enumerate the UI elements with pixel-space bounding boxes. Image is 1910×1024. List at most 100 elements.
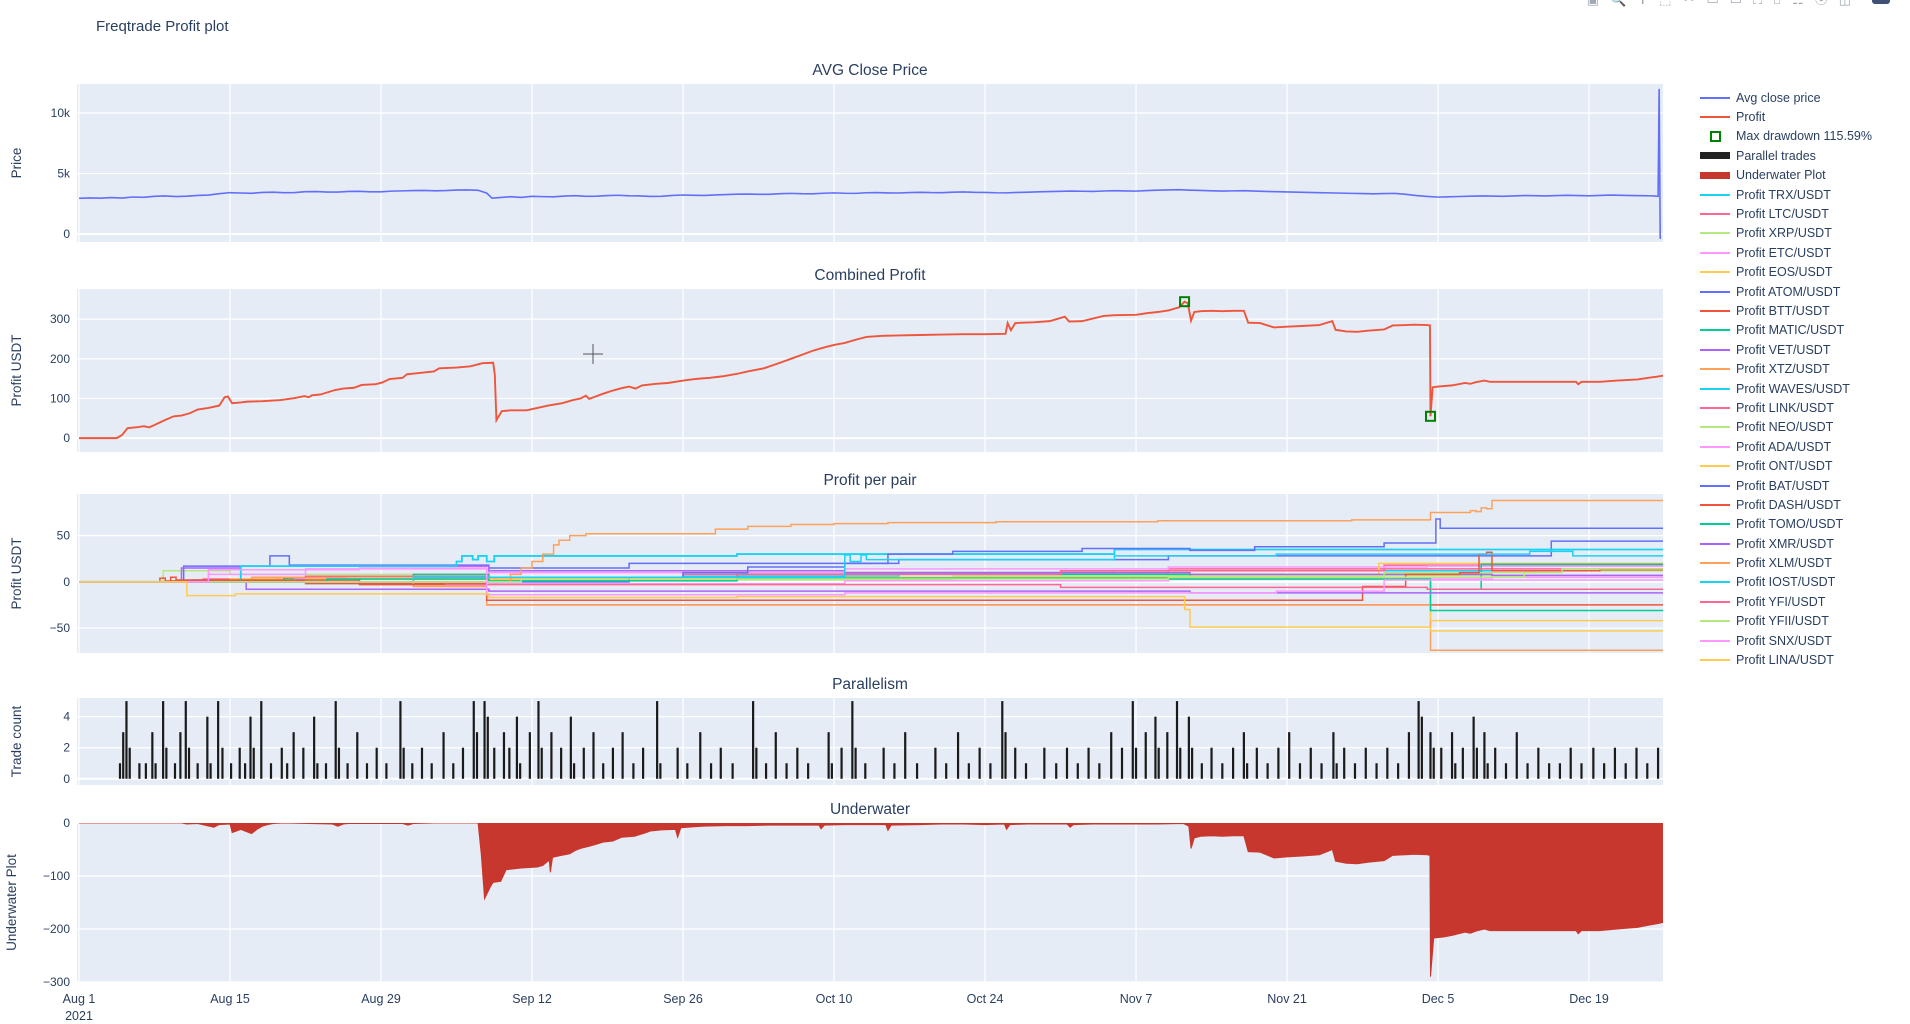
hover-compare-icon[interactable]: ◫ bbox=[1839, 0, 1851, 9]
plot-content-underwater bbox=[79, 823, 1663, 977]
plotly-logo[interactable]: ~ bbox=[1872, 0, 1890, 4]
cursor-crosshair bbox=[583, 344, 603, 364]
legend-item-underwater-plot[interactable]: Underwater Plot bbox=[1700, 166, 1872, 185]
legend-item-profit-ltc-usdt[interactable]: Profit LTC/USDT bbox=[1700, 204, 1872, 223]
y-axis-title-avg_close: Price bbox=[9, 148, 24, 179]
legend-item-profit-tomo-usdt[interactable]: Profit TOMO/USDT bbox=[1700, 515, 1872, 534]
x-tick-label: Oct 24 bbox=[967, 992, 1004, 1006]
trade-count-bar bbox=[1432, 747, 1435, 779]
legend-item-max-drawdown-115-59-[interactable]: Max drawdown 115.59% bbox=[1700, 127, 1872, 146]
x-tick-label: Nov 7 bbox=[1120, 992, 1153, 1006]
trade-count-bar bbox=[602, 763, 605, 779]
trade-count-bar bbox=[1504, 763, 1508, 779]
legend-item-profit-yfii-usdt[interactable]: Profit YFII/USDT bbox=[1700, 612, 1872, 631]
trade-count-bar bbox=[656, 701, 659, 779]
y-tick-label: −300 bbox=[43, 975, 70, 989]
legend-label: Profit XRP/USDT bbox=[1736, 226, 1832, 241]
line-swatch-icon bbox=[1700, 639, 1730, 642]
lasso-select-icon[interactable]: 〰 bbox=[1682, 0, 1695, 9]
trade-count-bar bbox=[1179, 747, 1182, 779]
underwater-area bbox=[79, 823, 1663, 977]
legend-item-profit-xrp-usdt[interactable]: Profit XRP/USDT bbox=[1700, 224, 1872, 243]
legend-item-profit-xtz-usdt[interactable]: Profit XTZ/USDT bbox=[1700, 359, 1872, 378]
legend-item-profit-dash-usdt[interactable]: Profit DASH/USDT bbox=[1700, 495, 1872, 514]
reset-axes-icon[interactable]: ⌂ bbox=[1773, 0, 1781, 9]
trade-count-bar bbox=[1242, 732, 1245, 779]
trade-count-bar bbox=[785, 763, 788, 779]
autoscale-icon[interactable]: ⛶ bbox=[1753, 0, 1762, 9]
legend-item-profit-trx-usdt[interactable]: Profit TRX/USDT bbox=[1700, 185, 1872, 204]
max-drawdown-marker bbox=[1424, 410, 1436, 422]
legend-item-profit-eos-usdt[interactable]: Profit EOS/USDT bbox=[1700, 263, 1872, 282]
legend-item-profit-lina-usdt[interactable]: Profit LINA/USDT bbox=[1700, 650, 1872, 669]
legend-label: Profit SNX/USDT bbox=[1736, 633, 1832, 648]
x-tick-label: Sep 12 bbox=[512, 992, 552, 1006]
legend-item-profit-waves-usdt[interactable]: Profit WAVES/USDT bbox=[1700, 379, 1872, 398]
trade-count-bar bbox=[840, 747, 843, 779]
trade-count-bar bbox=[316, 763, 319, 779]
legend-label: Profit WAVES/USDT bbox=[1736, 381, 1850, 396]
trade-count-bar bbox=[356, 732, 359, 779]
line-swatch-icon bbox=[1700, 96, 1730, 99]
hover-closest-icon[interactable]: ⦿ bbox=[1815, 0, 1828, 9]
legend-item-profit-btt-usdt[interactable]: Profit BTT/USDT bbox=[1700, 301, 1872, 320]
legend-item-profit-ada-usdt[interactable]: Profit ADA/USDT bbox=[1700, 437, 1872, 456]
plot-drag-area-avg_close[interactable] bbox=[77, 84, 1663, 242]
legend-item-parallel-trades[interactable]: Parallel trades bbox=[1700, 146, 1872, 165]
trade-count-bar bbox=[1526, 763, 1529, 779]
subplot-title-underwater: Underwater bbox=[830, 801, 910, 818]
pan-icon[interactable]: ✛ bbox=[1637, 0, 1648, 9]
legend-item-profit-snx-usdt[interactable]: Profit SNX/USDT bbox=[1700, 631, 1872, 650]
trade-count-bar bbox=[550, 732, 553, 779]
legend-item-profit-vet-usdt[interactable]: Profit VET/USDT bbox=[1700, 340, 1872, 359]
legend-item-profit-yfi-usdt[interactable]: Profit YFI/USDT bbox=[1700, 592, 1872, 611]
legend-item-profit[interactable]: Profit bbox=[1700, 107, 1872, 126]
x-tick-sublabel: 2021 bbox=[65, 1009, 93, 1023]
subplot-title-combined_profit: Combined Profit bbox=[814, 267, 926, 284]
trade-count-bar bbox=[472, 701, 475, 779]
trade-count-bar bbox=[508, 747, 511, 779]
camera-icon[interactable]: ▣ bbox=[1587, 0, 1599, 9]
legend-label: Profit LINK/USDT bbox=[1736, 400, 1834, 415]
plot-drag-area-combined_profit[interactable] bbox=[77, 289, 1663, 452]
series-dash-usdt bbox=[79, 551, 1663, 602]
legend-label: Underwater Plot bbox=[1736, 168, 1826, 183]
legend-item-profit-xlm-usdt[interactable]: Profit XLM/USDT bbox=[1700, 553, 1872, 572]
y-tick-label: 10k bbox=[51, 106, 71, 120]
legend-item-profit-etc-usdt[interactable]: Profit ETC/USDT bbox=[1700, 243, 1872, 262]
trade-count-bar bbox=[483, 701, 486, 779]
line-swatch-icon bbox=[1700, 232, 1730, 235]
legend-item-avg-close-price[interactable]: Avg close price bbox=[1700, 88, 1872, 107]
legend-item-profit-iost-usdt[interactable]: Profit IOST/USDT bbox=[1700, 573, 1872, 592]
x-tick-label: Nov 21 bbox=[1267, 992, 1307, 1006]
box-select-icon[interactable]: ⬚ bbox=[1659, 0, 1671, 9]
trade-count-bar bbox=[1375, 763, 1378, 779]
trade-count-bar bbox=[313, 716, 316, 779]
legend-label: Profit ETC/USDT bbox=[1736, 245, 1832, 260]
legend-item-profit-bat-usdt[interactable]: Profit BAT/USDT bbox=[1700, 476, 1872, 495]
legend-item-profit-xmr-usdt[interactable]: Profit XMR/USDT bbox=[1700, 534, 1872, 553]
zoom-in-icon[interactable]: ▭ bbox=[1706, 0, 1718, 9]
legend-item-profit-ont-usdt[interactable]: Profit ONT/USDT bbox=[1700, 456, 1872, 475]
zoom-icon[interactable]: 🔍 bbox=[1610, 0, 1626, 9]
legend-item-profit-atom-usdt[interactable]: Profit ATOM/USDT bbox=[1700, 282, 1872, 301]
y-axis-title-profit_per_pair: Profit USDT bbox=[9, 537, 24, 609]
zoom-out-icon[interactable]: ▭ bbox=[1730, 0, 1742, 9]
trade-count-bar bbox=[144, 763, 147, 779]
trade-count-bar bbox=[1004, 732, 1007, 779]
legend-label: Profit BAT/USDT bbox=[1736, 478, 1830, 493]
trade-count-bar bbox=[1558, 763, 1562, 779]
legend-item-profit-matic-usdt[interactable]: Profit MATIC/USDT bbox=[1700, 321, 1872, 340]
legend-label: Profit DASH/USDT bbox=[1736, 497, 1841, 512]
y-axis-title-combined_profit: Profit USDT bbox=[9, 334, 24, 406]
trade-count-bar bbox=[582, 747, 585, 779]
trade-count-bar bbox=[260, 701, 263, 779]
y-tick-label: 0 bbox=[63, 575, 70, 589]
square-open-swatch-icon bbox=[1700, 130, 1730, 142]
spikelines-icon[interactable]: ☷ bbox=[1792, 0, 1804, 9]
plot-drag-area-profit_per_pair[interactable] bbox=[77, 494, 1663, 653]
trade-count-bar bbox=[1309, 747, 1312, 779]
legend-item-profit-link-usdt[interactable]: Profit LINK/USDT bbox=[1700, 398, 1872, 417]
legend-item-profit-neo-usdt[interactable]: Profit NEO/USDT bbox=[1700, 418, 1872, 437]
series-waves-usdt bbox=[79, 548, 1663, 583]
